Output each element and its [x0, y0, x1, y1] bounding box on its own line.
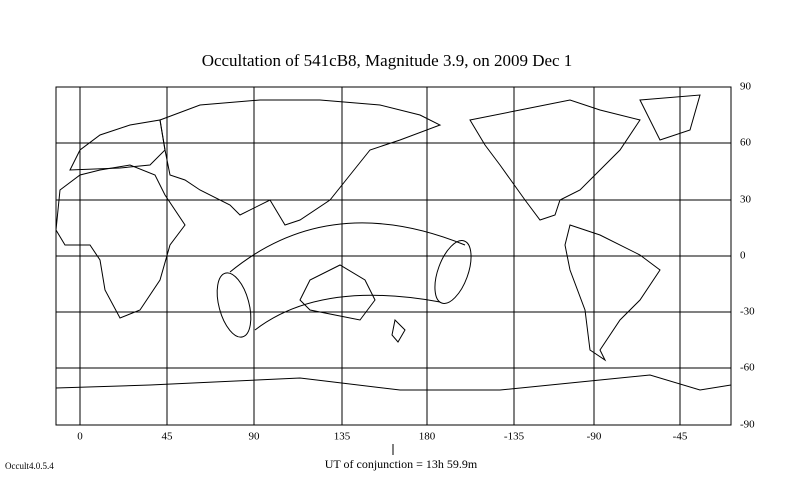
longitude-label: 0	[77, 431, 83, 443]
latitude-label: 0	[740, 250, 746, 262]
longitude-label: 90	[249, 431, 261, 443]
latitude-label: -90	[740, 419, 755, 431]
latitude-label: 30	[740, 194, 752, 206]
coastlines	[56, 94, 731, 391]
latitude-label: 60	[740, 137, 752, 149]
longitude-label: 45	[162, 431, 174, 443]
longitude-label: -45	[673, 431, 688, 443]
latitude-label: 90	[740, 81, 752, 93]
longitude-label: 180	[419, 431, 436, 443]
version: Occult4.0.5.4	[5, 461, 54, 471]
longitude-label: -90	[587, 431, 602, 443]
latitude-label: -30	[740, 306, 755, 318]
latitude-label: -60	[740, 362, 755, 374]
longitude-label: -135	[504, 431, 525, 443]
graticule	[56, 87, 731, 425]
conjunction-label: UT of conjunction = 13h 59.9m	[325, 457, 478, 471]
title: Occultation of 541cB8, Magnitude 3.9, on…	[202, 51, 573, 70]
longitude-label: 135	[334, 431, 351, 443]
occultation-path	[216, 222, 472, 338]
